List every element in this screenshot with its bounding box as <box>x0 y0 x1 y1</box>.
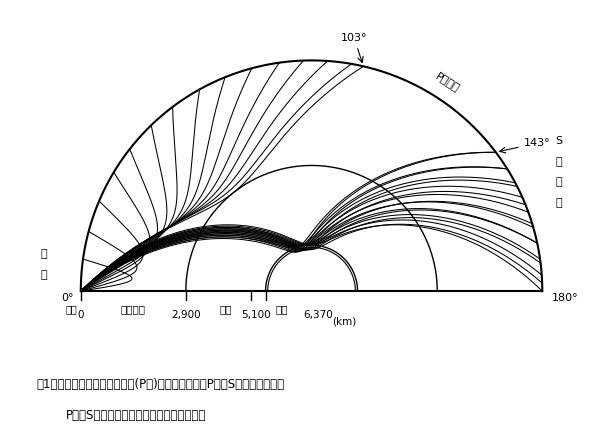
Text: 波: 波 <box>556 157 563 166</box>
Text: 0: 0 <box>77 310 84 320</box>
Text: 震: 震 <box>41 249 47 259</box>
Text: 103°: 103° <box>341 33 367 62</box>
Text: P波の影: P波の影 <box>433 71 461 94</box>
Text: 2,900: 2,900 <box>171 310 200 320</box>
Text: 143°: 143° <box>500 138 550 153</box>
Text: の: の <box>556 177 563 187</box>
Text: 影: 影 <box>556 198 563 208</box>
Text: 外核: 外核 <box>220 304 232 314</box>
Text: 5,100: 5,100 <box>241 310 271 320</box>
Text: 源: 源 <box>41 270 47 280</box>
Text: マントル: マントル <box>121 304 146 314</box>
Text: (km): (km) <box>332 317 356 326</box>
Text: 0°: 0° <box>61 293 74 303</box>
Text: 地殻: 地殻 <box>65 304 77 314</box>
Text: 内核: 内核 <box>275 304 288 314</box>
Text: 6,370: 6,370 <box>304 310 334 320</box>
Text: S: S <box>556 136 563 146</box>
Text: P波・S波が地表に到着しない範囲を示す。: P波・S波が地表に到着しない範囲を示す。 <box>66 409 206 422</box>
Text: 図1　地球の内部構造と地震波(P波)の伝わり方。「P波・S波の影」とは，: 図1 地球の内部構造と地震波(P波)の伝わり方。「P波・S波の影」とは， <box>36 378 284 392</box>
Text: 180°: 180° <box>551 293 578 303</box>
